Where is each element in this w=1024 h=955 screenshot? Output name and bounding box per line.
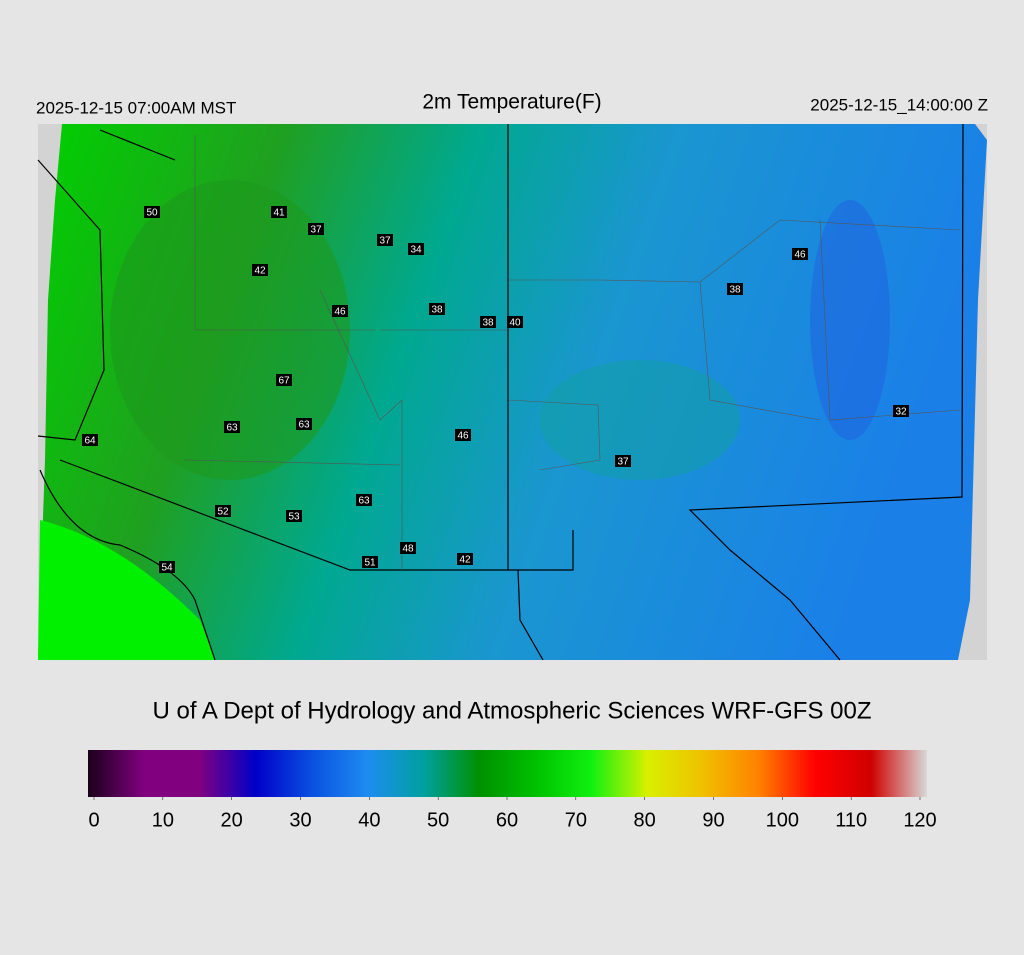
station-value: 46 [794, 250, 806, 261]
tick-label: 0 [88, 809, 99, 831]
station: 41 [271, 206, 287, 219]
station: 46 [332, 305, 348, 318]
station: 63 [296, 418, 312, 431]
tick-label: 50 [427, 809, 449, 831]
station-value: 34 [410, 245, 422, 256]
tick-label: 100 [766, 809, 799, 831]
tick-label: 40 [358, 809, 380, 831]
station: 46 [455, 429, 471, 442]
station: 64 [82, 434, 98, 447]
station: 34 [408, 243, 424, 256]
station-value: 63 [226, 423, 238, 434]
station-value: 40 [509, 318, 521, 329]
tick-label: 70 [565, 809, 587, 831]
station-value: 41 [273, 208, 285, 219]
station: 38 [429, 303, 445, 316]
map-title: 2m Temperature(F) [422, 91, 601, 114]
station: 54 [159, 561, 175, 574]
tick-label: 10 [152, 809, 174, 831]
valid-time-local: 2025-12-15 07:00AM MST [36, 98, 236, 117]
station-value: 52 [217, 507, 229, 518]
station: 50 [144, 206, 160, 219]
station: 40 [507, 316, 523, 329]
station-value: 37 [310, 225, 322, 236]
tick-label: 90 [702, 809, 724, 831]
colorbar [88, 750, 927, 797]
station: 42 [457, 553, 473, 566]
station: 42 [252, 264, 268, 277]
station-value: 51 [364, 558, 376, 569]
model-credit: U of A Dept of Hydrology and Atmospheric… [153, 697, 872, 724]
station-value: 64 [84, 436, 96, 447]
station: 32 [893, 405, 909, 418]
station: 48 [400, 542, 416, 555]
station-value: 46 [457, 431, 469, 442]
station-value: 37 [617, 457, 629, 468]
station-labels: 50 41 37 37 34 42 46 38 38 40 46 38 67 63 63 64 46 32 37 52… [82, 206, 909, 574]
station-value: 46 [334, 307, 346, 318]
station-value: 42 [459, 555, 471, 566]
station: 37 [377, 234, 393, 247]
valid-time-utc: 2025-12-15_14:00:00 Z [810, 95, 988, 114]
station-value: 53 [288, 512, 300, 523]
station: 37 [615, 455, 631, 468]
station: 63 [356, 494, 372, 507]
tick-label: 120 [903, 809, 936, 831]
station-value: 67 [278, 376, 290, 387]
tick-label: 110 [835, 809, 867, 831]
station: 37 [308, 223, 324, 236]
station-value: 48 [402, 544, 414, 555]
station: 53 [286, 510, 302, 523]
station: 38 [480, 316, 496, 329]
station-value: 37 [379, 236, 391, 247]
station-value: 38 [482, 318, 494, 329]
tick-label: 80 [634, 809, 656, 831]
station: 67 [276, 374, 292, 387]
station-value: 32 [895, 407, 907, 418]
station-value: 63 [298, 420, 310, 431]
tick-label: 30 [289, 809, 311, 831]
map [37, 123, 987, 661]
station: 46 [792, 248, 808, 261]
station-value: 63 [358, 496, 370, 507]
station-value: 54 [161, 563, 173, 574]
tick-label: 60 [496, 809, 518, 831]
station-value: 38 [431, 305, 443, 316]
station: 38 [727, 283, 743, 296]
tick-label: 20 [221, 809, 243, 831]
station-value: 50 [146, 208, 158, 219]
station-value: 38 [729, 285, 741, 296]
station: 52 [215, 505, 231, 518]
station: 51 [362, 556, 378, 569]
station-value: 42 [254, 266, 266, 277]
station: 63 [224, 421, 240, 434]
colorbar-ticks: 0 10 20 30 40 50 60 70 80 90 100 110 120 [88, 797, 937, 831]
